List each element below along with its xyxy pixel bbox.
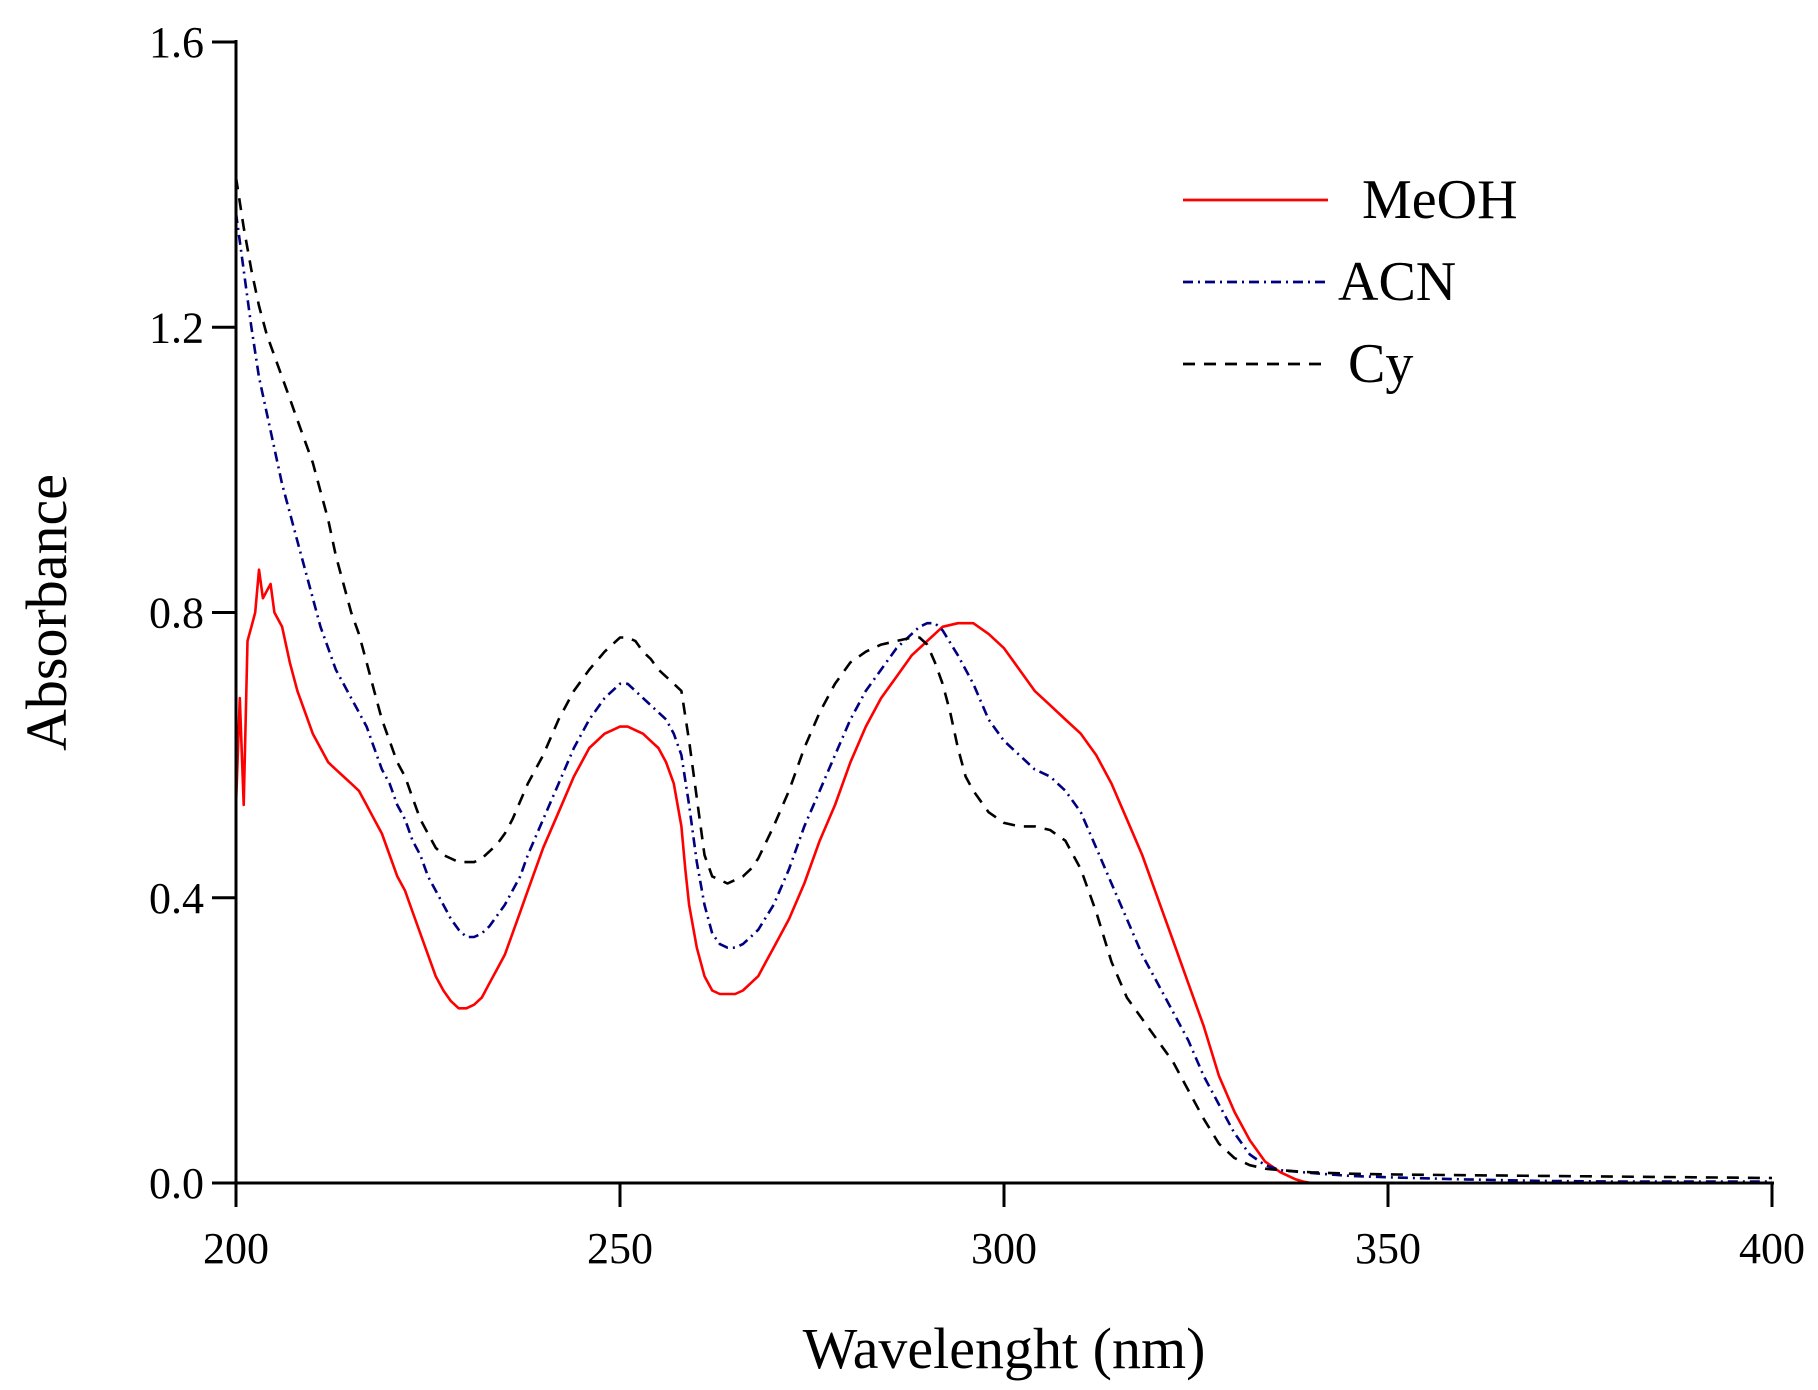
x-axis-ticks: 200 250 300 350 400 bbox=[203, 1183, 1805, 1273]
y-tick-label: 0.0 bbox=[149, 1159, 204, 1208]
y-axis-title: Absorbance bbox=[14, 474, 79, 751]
x-tick-label: 200 bbox=[203, 1224, 269, 1273]
series-line-cy bbox=[234, 177, 1773, 1180]
x-tick-label: 350 bbox=[1355, 1224, 1421, 1273]
legend-label-meoh: MeOH bbox=[1362, 169, 1518, 231]
y-tick-label: 0.8 bbox=[149, 589, 204, 638]
x-axis-title: Wavelenght (nm) bbox=[803, 1316, 1206, 1381]
y-tick-label: 1.2 bbox=[149, 303, 204, 352]
legend-label-cy: Cy bbox=[1348, 333, 1413, 395]
x-tick-label: 400 bbox=[1739, 1224, 1805, 1273]
x-tick-label: 250 bbox=[587, 1224, 653, 1273]
x-tick-label: 300 bbox=[971, 1224, 1037, 1273]
legend: MeOH ACN Cy bbox=[1183, 169, 1518, 395]
series-layer bbox=[234, 177, 1773, 1185]
y-tick-label: 0.4 bbox=[149, 874, 204, 923]
plot-area bbox=[234, 177, 1773, 1185]
series-line-meoh bbox=[234, 568, 1772, 1185]
y-tick-label: 1.6 bbox=[149, 18, 204, 67]
legend-label-acn: ACN bbox=[1338, 251, 1456, 313]
y-axis-ticks: 0.0 0.4 0.8 1.2 1.6 bbox=[149, 18, 236, 1208]
series-line-acn bbox=[234, 212, 1772, 1183]
